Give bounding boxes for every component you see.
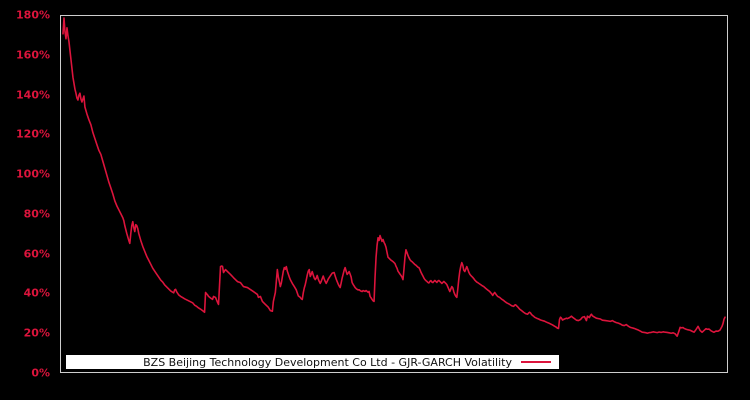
plot-area — [60, 15, 728, 373]
y-tick-label: 60% — [23, 247, 50, 261]
legend-line-swatch — [521, 361, 551, 363]
legend: BZS Beijing Technology Development Co Lt… — [66, 355, 559, 369]
y-tick-label: 0% — [31, 366, 50, 380]
legend-label: BZS Beijing Technology Development Co Lt… — [143, 355, 512, 369]
y-tick-label: 140% — [16, 88, 50, 102]
y-tick-label: 80% — [23, 207, 50, 221]
y-axis: 0% 20% 40% 60% 80% 100% 120% 140% 160% 180% — [0, 0, 58, 400]
y-tick-label: 180% — [16, 8, 50, 22]
garch-volatility-line — [62, 17, 726, 337]
y-tick-label: 160% — [16, 48, 50, 62]
y-tick-label: 20% — [23, 326, 50, 340]
y-tick-label: 40% — [23, 286, 50, 300]
plot-canvas — [62, 17, 726, 337]
y-tick-label: 100% — [16, 167, 50, 181]
y-tick-label: 120% — [16, 127, 50, 141]
